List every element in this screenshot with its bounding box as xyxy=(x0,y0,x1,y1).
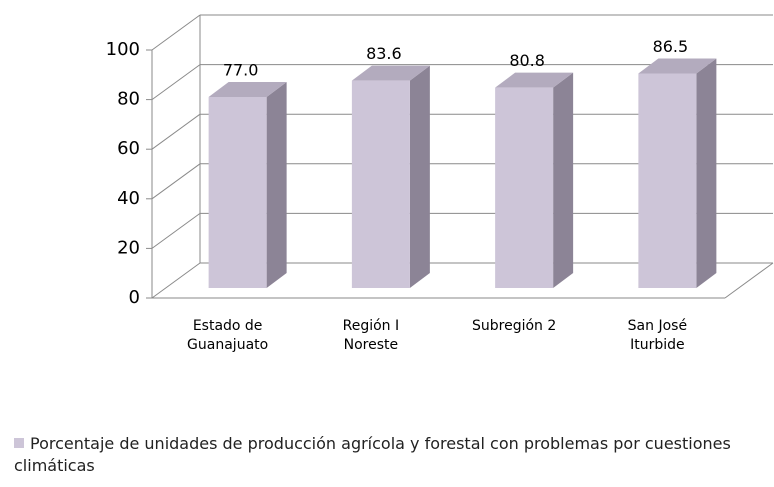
bar-front xyxy=(638,73,697,288)
grid-line xyxy=(151,113,201,150)
bar-side xyxy=(696,58,717,289)
y-tick-label: 0 xyxy=(129,287,140,308)
grid-line xyxy=(151,163,201,200)
bar-front xyxy=(351,80,410,288)
axis xyxy=(724,262,774,299)
y-tick-label: 100 xyxy=(106,39,140,60)
bar-side xyxy=(266,82,287,288)
bar xyxy=(208,82,287,288)
bar-side xyxy=(553,72,574,288)
bar xyxy=(495,72,574,288)
bar xyxy=(638,58,717,289)
y-tick-label: 40 xyxy=(117,188,140,209)
grid-line xyxy=(151,212,201,249)
legend: Porcentaje de unidades de producción agr… xyxy=(14,433,769,477)
bar-top xyxy=(495,72,574,88)
bar-front xyxy=(495,87,554,288)
x-tick-label: Estado de Guanajuato xyxy=(187,318,269,353)
grid-line xyxy=(151,64,201,101)
x-tick-label: Región I Noreste xyxy=(342,318,400,353)
y-tick-label: 60 xyxy=(117,138,140,159)
bar xyxy=(351,65,430,288)
grid-line xyxy=(151,262,201,299)
grid-line xyxy=(151,14,201,51)
y-tick-label: 80 xyxy=(117,89,140,110)
legend-label: Porcentaje de unidades de producción agr… xyxy=(14,434,731,475)
x-tick-label: Subregión 2 xyxy=(471,318,557,334)
data-label: 80.8 xyxy=(509,51,545,70)
y-tick-label: 20 xyxy=(117,237,140,258)
bar-front xyxy=(208,97,267,288)
bar-side xyxy=(409,65,430,288)
data-label: 83.6 xyxy=(366,44,402,63)
data-label: 77.0 xyxy=(223,61,259,80)
x-tick-label: San José Iturbide xyxy=(627,318,688,353)
bar-top xyxy=(351,65,430,81)
bar-top xyxy=(208,82,287,98)
legend-swatch xyxy=(14,438,24,448)
data-label: 86.5 xyxy=(653,37,689,56)
bar-top xyxy=(638,58,717,74)
